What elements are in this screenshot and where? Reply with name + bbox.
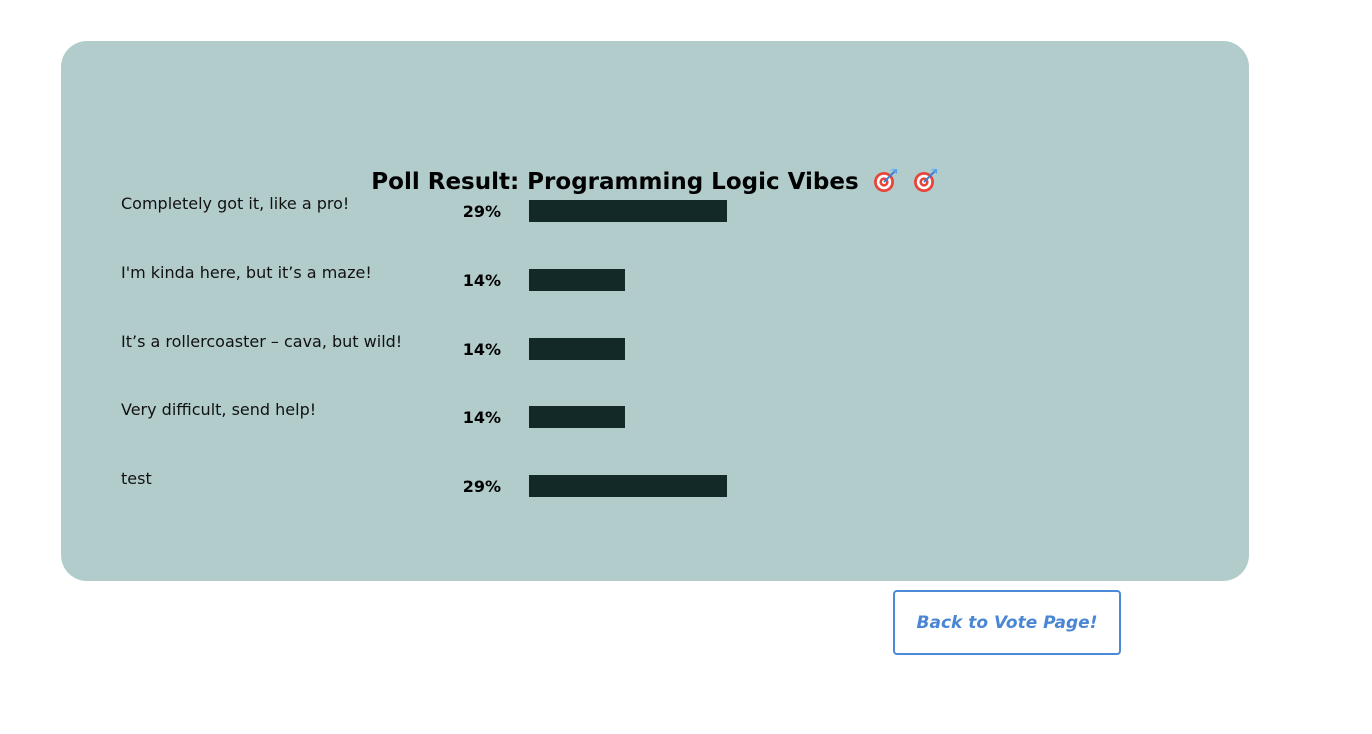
poll-title-text: Poll Result: Programming Logic Vibes bbox=[371, 169, 859, 195]
poll-option-percent: 14% bbox=[462, 271, 501, 290]
back-to-vote-button[interactable]: Back to Vote Page! bbox=[893, 590, 1121, 655]
poll-option-row: It’s a rollercoaster – cava, but wild! 1… bbox=[61, 332, 1249, 362]
poll-option-label: It’s a rollercoaster – cava, but wild! bbox=[121, 332, 403, 351]
poll-option-label: test bbox=[121, 469, 152, 488]
target-dart-icon bbox=[873, 167, 899, 193]
poll-option-row: I'm kinda here, but it’s a maze! 14% bbox=[61, 263, 1249, 293]
poll-option-bar bbox=[529, 269, 625, 291]
poll-option-row: Very difficult, send help! 14% bbox=[61, 400, 1249, 430]
poll-option-percent: 14% bbox=[462, 408, 501, 427]
poll-result-card: Poll Result: Programming Logic Vibes bbox=[61, 41, 1249, 581]
poll-option-percent: 29% bbox=[462, 202, 501, 221]
poll-option-label: Completely got it, like a pro! bbox=[121, 194, 350, 213]
poll-option-row: Completely got it, like a pro! 29% bbox=[61, 194, 1249, 224]
poll-option-percent: 29% bbox=[462, 477, 501, 496]
poll-option-bar bbox=[529, 200, 727, 222]
poll-option-bar bbox=[529, 406, 625, 428]
poll-option-row: test 29% bbox=[61, 469, 1249, 499]
poll-option-label: I'm kinda here, but it’s a maze! bbox=[121, 263, 372, 282]
poll-option-percent: 14% bbox=[462, 340, 501, 359]
poll-option-bar bbox=[529, 475, 727, 497]
poll-option-label: Very difficult, send help! bbox=[121, 400, 317, 419]
poll-option-bar bbox=[529, 338, 625, 360]
poll-title: Poll Result: Programming Logic Vibes bbox=[61, 167, 1249, 195]
target-dart-icon bbox=[913, 167, 939, 193]
